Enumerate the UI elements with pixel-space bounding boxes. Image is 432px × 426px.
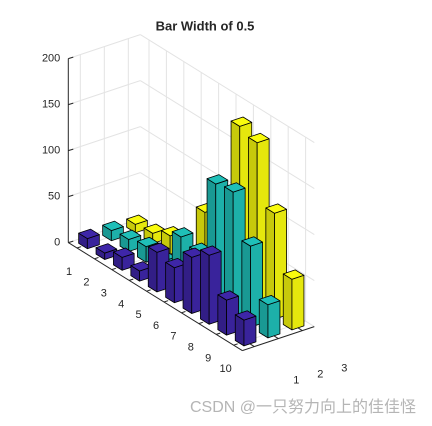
y-tick [181, 311, 186, 314]
bar-side [200, 249, 210, 325]
x-tick [298, 327, 303, 332]
bar-top [171, 227, 194, 238]
y-tick [198, 321, 203, 325]
bar-side [282, 273, 293, 331]
bar-front [267, 300, 281, 339]
y-tick-label: 5 [136, 309, 142, 321]
z-tick-label: 150 [42, 99, 60, 111]
bar-top [241, 236, 263, 247]
y-tick [129, 278, 134, 281]
bar [282, 269, 305, 331]
z-tick-label: 50 [48, 191, 60, 203]
bar-top [217, 290, 239, 301]
bar [102, 220, 124, 242]
z-tick [68, 148, 74, 152]
bar-top [147, 242, 170, 253]
bar [234, 310, 257, 347]
z-tick [68, 102, 74, 106]
bar-top [126, 214, 148, 225]
y-tick [76, 246, 82, 249]
y-tick-label: 6 [153, 320, 159, 332]
z-tick-label: 0 [54, 237, 60, 249]
chart-title: Bar Width of 0.5 [156, 18, 255, 33]
bar [78, 228, 100, 250]
bar-side [147, 246, 158, 293]
watermark: CSDN @一只努力向上的佳佳怪 [190, 398, 416, 416]
bar [258, 294, 281, 339]
grid-line [140, 80, 315, 190]
bar-top [258, 294, 281, 306]
y-tick-label: 1 [66, 266, 72, 278]
y-tick [216, 332, 221, 335]
z-tick-label: 100 [42, 145, 60, 157]
bar-top [265, 203, 287, 214]
bar-top [119, 229, 142, 240]
z-tick [68, 240, 74, 244]
y-tick-label: 4 [118, 298, 124, 310]
y-tick-label: 2 [83, 277, 89, 289]
x-tick [274, 335, 279, 340]
x-tick-label: 3 [341, 363, 347, 375]
y-tick [111, 267, 116, 271]
bar-top [102, 220, 124, 231]
y-tick [94, 257, 99, 260]
y-tick [146, 289, 151, 292]
x-tick [250, 343, 255, 348]
z-tick [68, 194, 74, 198]
y-tick-label: 9 [205, 352, 211, 364]
bar-front [291, 274, 305, 331]
y-tick [233, 343, 238, 346]
x-tick-label: 1 [293, 375, 299, 387]
bar-side [165, 261, 175, 304]
z-tick [68, 56, 74, 60]
bar [119, 229, 142, 252]
bar [200, 245, 222, 325]
bar-side [217, 294, 227, 336]
x-tick-label: 2 [317, 369, 323, 381]
y-tick-label: 10 [219, 363, 231, 375]
bar-front [243, 315, 257, 347]
bar [147, 242, 170, 293]
y-tick-label: 3 [101, 288, 107, 300]
bar-top [200, 245, 222, 256]
bar-top [137, 236, 159, 248]
bar-top [78, 228, 100, 239]
bar-top [95, 243, 118, 254]
z-tick-label: 200 [42, 53, 60, 65]
grid-line [140, 34, 315, 144]
y-tick [163, 300, 169, 303]
bar-top [224, 182, 246, 193]
bar-top [282, 269, 305, 280]
bar-top [234, 310, 257, 321]
bar-top [248, 132, 270, 144]
bar-top [113, 247, 135, 258]
bar-side [258, 298, 269, 339]
y-axis [68, 242, 243, 352]
y-tick-label: 8 [188, 342, 194, 354]
y-tick-label: 7 [170, 331, 176, 343]
bar-side [182, 251, 193, 314]
bar [224, 182, 246, 317]
bar-top [230, 116, 253, 127]
bar-top [206, 174, 229, 185]
